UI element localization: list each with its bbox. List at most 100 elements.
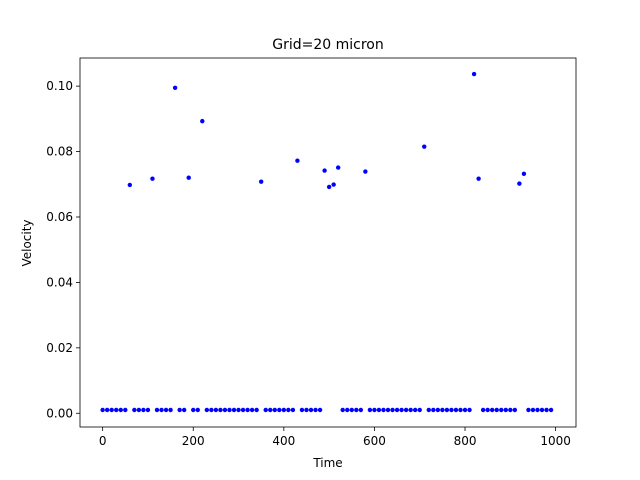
data-point (204, 407, 210, 413)
data-point (503, 407, 508, 413)
data-point (548, 407, 554, 413)
data-point (163, 407, 169, 413)
data-point (521, 171, 527, 177)
data-point (358, 407, 364, 413)
data-point (268, 407, 273, 413)
data-point (449, 407, 454, 413)
data-point (499, 407, 504, 413)
data-point (349, 407, 354, 413)
data-points (100, 71, 554, 413)
data-point (290, 407, 296, 413)
x-tick-label: 600 (363, 434, 386, 448)
data-point (412, 407, 418, 413)
data-point (114, 407, 119, 413)
data-point (132, 407, 137, 413)
y-tick-label: 0.04 (46, 275, 73, 289)
x-axis-label: Time (312, 456, 342, 470)
data-point (376, 407, 382, 413)
y-tick-label: 0.02 (46, 341, 73, 355)
data-point (471, 71, 477, 77)
data-point (222, 407, 228, 413)
data-point (254, 407, 259, 413)
data-point (168, 407, 173, 413)
data-point (209, 407, 214, 413)
y-tick-label: 0.06 (46, 210, 73, 224)
data-point (227, 407, 232, 413)
data-point (345, 407, 350, 413)
data-point (172, 85, 178, 90)
plot-frame (79, 57, 577, 428)
data-point (100, 407, 105, 413)
data-point (480, 407, 486, 413)
data-point (104, 407, 110, 413)
data-point (431, 407, 436, 413)
data-point (322, 168, 327, 173)
data-point (154, 407, 160, 413)
data-point (136, 407, 142, 413)
data-point (299, 407, 305, 413)
x-tick-label: 400 (272, 434, 295, 448)
data-point (218, 407, 223, 413)
data-point (476, 176, 481, 181)
x-tick-label: 1000 (540, 434, 571, 448)
data-point (236, 407, 241, 413)
data-point (240, 407, 246, 413)
data-point (263, 407, 268, 413)
data-point (467, 407, 472, 413)
data-point (367, 407, 373, 413)
data-point (317, 407, 323, 413)
data-point (490, 407, 495, 413)
y-tick-label: 0.10 (46, 79, 73, 93)
data-point (440, 407, 445, 413)
y-tick-label: 0.00 (46, 406, 73, 420)
data-point (258, 179, 264, 184)
data-point (435, 407, 441, 413)
data-point (426, 407, 431, 413)
data-point (313, 407, 318, 413)
data-point (295, 158, 300, 163)
data-point (535, 407, 540, 413)
data-point (109, 407, 114, 413)
data-point (390, 407, 395, 413)
data-point (544, 407, 549, 413)
x-axis: 0 200 400 600 800 1000 (99, 427, 571, 448)
data-point (159, 407, 164, 413)
data-point (381, 407, 386, 413)
data-point (145, 407, 151, 413)
data-point (118, 407, 123, 413)
data-point (444, 407, 450, 413)
data-point (277, 407, 282, 413)
data-point (363, 169, 368, 174)
data-point (326, 184, 332, 190)
data-point (331, 182, 336, 187)
data-point (403, 407, 409, 413)
data-point (485, 407, 490, 413)
data-point (181, 407, 187, 413)
x-tick-label: 800 (454, 434, 477, 448)
data-point (150, 176, 155, 181)
data-point (539, 407, 545, 413)
data-point (372, 407, 377, 413)
data-point (286, 407, 291, 413)
data-point (354, 407, 359, 413)
data-point (530, 407, 536, 413)
data-point (494, 407, 499, 413)
data-point (123, 407, 128, 413)
y-axis-label: Velocity (20, 219, 34, 266)
data-point (335, 165, 341, 170)
data-point (526, 407, 531, 413)
data-point (249, 407, 255, 413)
x-tick-label: 0 (99, 434, 107, 448)
data-point (417, 407, 422, 413)
data-point (399, 407, 404, 413)
data-point (195, 407, 200, 413)
data-point (408, 407, 413, 413)
y-tick-label: 0.08 (46, 145, 73, 159)
data-point (458, 407, 463, 413)
y-axis: 0.00 0.02 0.04 0.06 0.08 0.10 (46, 79, 80, 420)
data-point (245, 407, 250, 413)
data-point (231, 407, 237, 413)
data-point (512, 407, 518, 413)
